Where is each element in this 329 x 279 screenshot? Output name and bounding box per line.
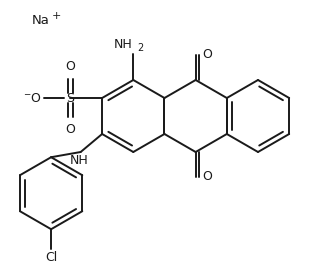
Text: $^{-}$O: $^{-}$O: [23, 92, 42, 105]
Text: Cl: Cl: [45, 251, 57, 264]
Text: O: O: [65, 123, 75, 136]
Text: Na: Na: [32, 15, 50, 28]
Text: O: O: [65, 60, 75, 73]
Text: +: +: [52, 11, 62, 21]
Text: S: S: [66, 92, 74, 105]
Text: NH: NH: [69, 154, 88, 167]
Text: O: O: [202, 170, 212, 184]
Text: 2: 2: [137, 43, 143, 53]
Text: NH: NH: [114, 38, 132, 51]
Text: O: O: [202, 49, 212, 61]
